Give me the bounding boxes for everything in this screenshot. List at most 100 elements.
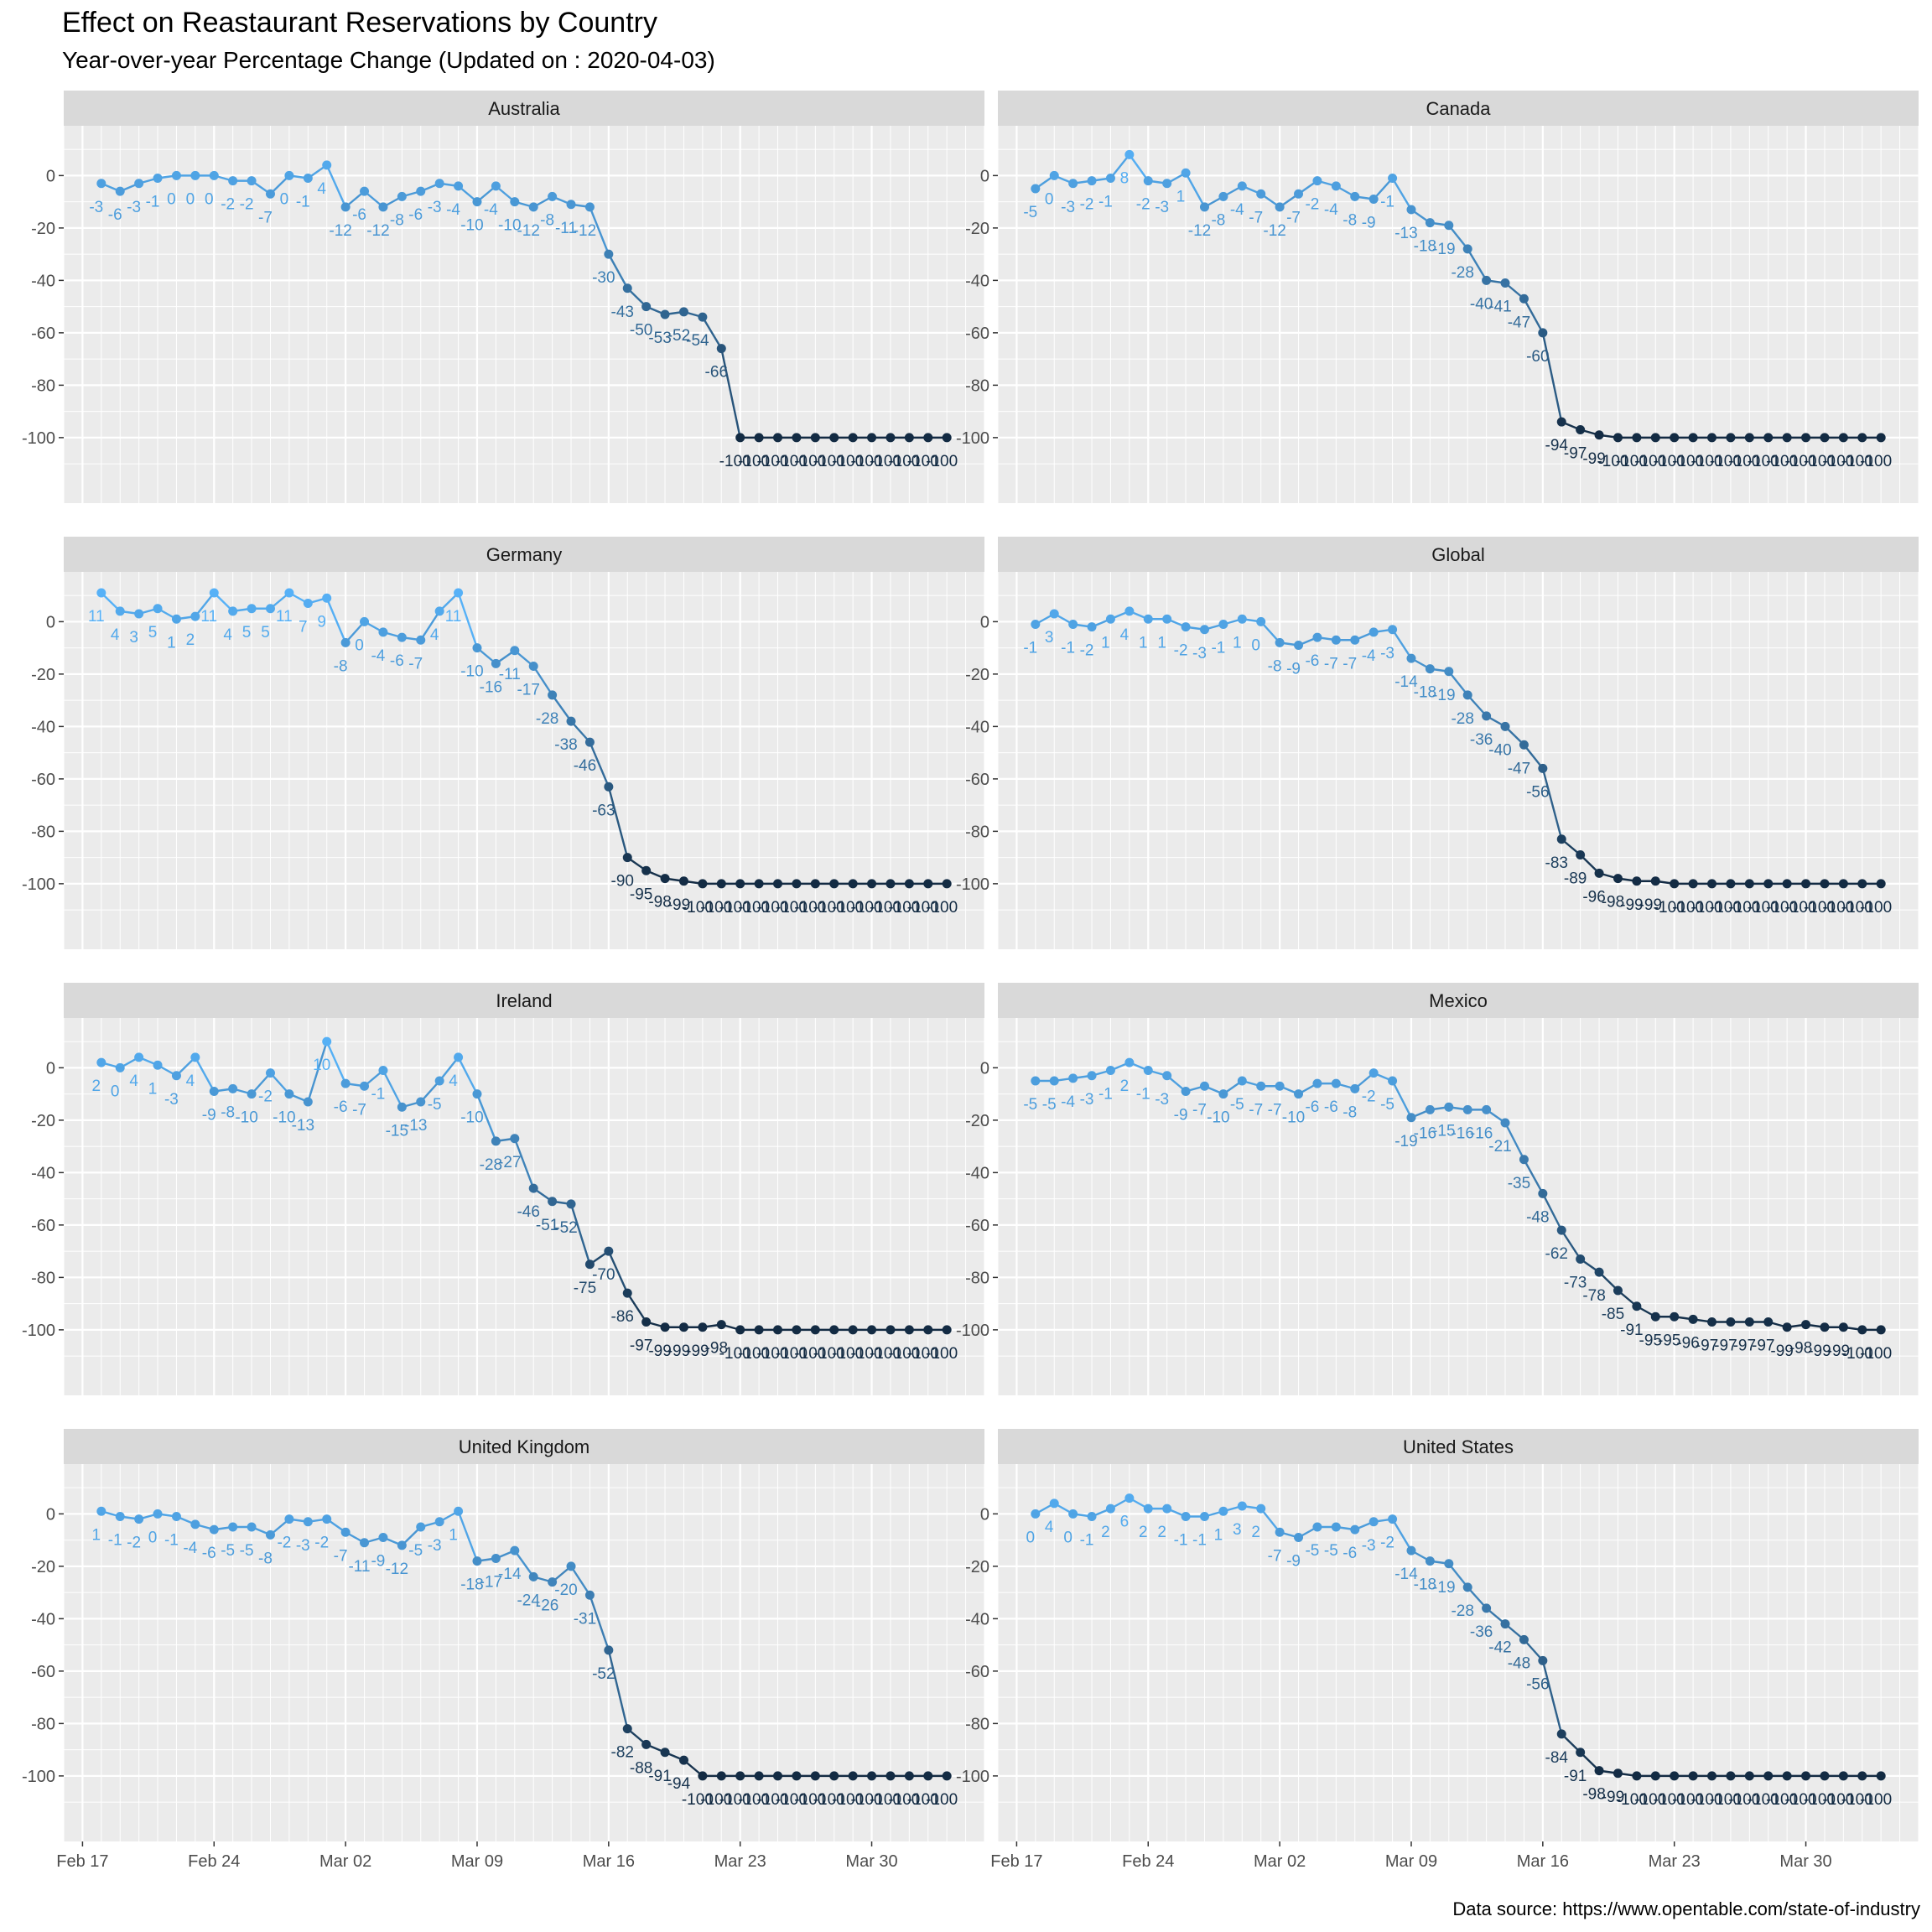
series-line-segment	[589, 206, 610, 255]
data-point	[1594, 430, 1604, 440]
data-point	[1237, 181, 1247, 191]
data-label: -8	[1268, 657, 1282, 675]
data-point	[360, 1538, 370, 1548]
data-point	[472, 197, 482, 207]
data-label: -85	[1602, 1306, 1624, 1323]
data-label: -2	[258, 1088, 273, 1106]
data-label: -100	[1785, 453, 1817, 470]
data-label: -2	[1305, 196, 1319, 214]
data-label: -100	[682, 899, 714, 917]
data-label: -99	[1620, 896, 1643, 914]
data-point	[454, 1506, 464, 1516]
facet-strip	[998, 983, 1919, 1018]
data-point	[1031, 1076, 1041, 1086]
y-tick-label: -40	[31, 1610, 55, 1628]
data-point	[641, 865, 652, 875]
data-point	[472, 643, 482, 653]
data-point	[1538, 328, 1548, 338]
data-point	[886, 879, 896, 889]
data-source-caption: Data source: https://www.opentable.com/s…	[1452, 1898, 1920, 1919]
data-label: -5	[1023, 1096, 1037, 1114]
data-label: -3	[1362, 1537, 1376, 1555]
facet-strip	[998, 91, 1919, 126]
data-point	[115, 1512, 125, 1521]
data-point	[1838, 879, 1848, 889]
data-point	[510, 1134, 520, 1144]
x-tick-label: Mar 09	[1385, 1852, 1437, 1871]
data-label: -1	[146, 194, 160, 211]
data-point	[1707, 879, 1717, 889]
series-line-segment	[382, 1069, 403, 1108]
data-label: -98	[1789, 1340, 1812, 1358]
data-point	[1105, 174, 1115, 183]
data-point	[716, 879, 726, 889]
data-point	[810, 1771, 820, 1781]
data-point	[360, 616, 370, 626]
data-point	[510, 1545, 520, 1555]
data-label: -100	[832, 453, 864, 470]
data-point	[1143, 1504, 1153, 1514]
data-point	[153, 174, 163, 183]
series-line-segment	[1447, 1563, 1469, 1588]
y-tick-label: 0	[46, 1059, 55, 1078]
y-tick-label: -80	[31, 377, 55, 395]
data-label: 3	[1233, 1521, 1242, 1539]
data-label: 5	[242, 624, 252, 641]
data-label: -100	[719, 1345, 751, 1363]
data-point	[340, 1078, 351, 1088]
x-tick-label: Mar 16	[583, 1852, 635, 1871]
data-point	[1388, 174, 1398, 183]
data-label: -100	[888, 899, 920, 917]
data-point	[171, 170, 181, 180]
data-point	[472, 1089, 482, 1099]
data-point	[528, 202, 538, 212]
data-point	[1744, 433, 1754, 443]
data-point	[1688, 1771, 1698, 1781]
data-label: -24	[517, 1592, 540, 1609]
data-point	[622, 1724, 632, 1734]
data-point	[1388, 625, 1398, 635]
data-point	[1162, 179, 1172, 189]
data-label: -7	[1268, 1101, 1282, 1119]
data-point	[1388, 1514, 1398, 1524]
data-point	[1744, 1771, 1754, 1781]
data-label: -10	[235, 1109, 257, 1127]
data-label: 1	[1101, 634, 1110, 652]
x-tick-label: Mar 16	[1517, 1852, 1569, 1871]
data-point	[1556, 834, 1566, 844]
data-label: -3	[127, 199, 141, 216]
data-label: -100	[907, 1791, 939, 1809]
data-label: -1	[371, 1086, 385, 1104]
y-tick-label: -60	[965, 1217, 989, 1235]
data-label: 4	[317, 180, 326, 198]
data-label: -100	[813, 1345, 845, 1363]
data-label: -100	[926, 1791, 958, 1809]
data-label: -9	[202, 1107, 216, 1124]
data-point	[1688, 879, 1698, 889]
series-line-segment	[475, 1093, 497, 1142]
data-point	[322, 1036, 332, 1046]
y-tick-label: 0	[980, 1059, 989, 1078]
data-label: -95	[630, 886, 652, 903]
series-line-segment	[1128, 153, 1150, 182]
data-label: -5	[408, 1542, 423, 1560]
data-point	[1462, 1104, 1472, 1114]
y-tick-label: -20	[965, 1112, 989, 1130]
data-point	[942, 1325, 952, 1335]
data-label: -100	[1841, 453, 1873, 470]
data-point	[660, 874, 670, 884]
x-tick-label: Feb 24	[188, 1852, 240, 1871]
data-point	[190, 1519, 200, 1530]
data-label: -2	[221, 196, 235, 214]
series-line-segment	[1504, 1122, 1525, 1161]
data-point	[190, 1052, 200, 1062]
data-point	[1613, 1768, 1623, 1779]
data-label: 2	[1139, 1524, 1148, 1541]
data-label: -10	[460, 217, 483, 235]
data-point	[1218, 1089, 1228, 1099]
data-point	[867, 1771, 877, 1781]
data-point	[1294, 1533, 1304, 1542]
data-label: -6	[408, 206, 423, 224]
data-point	[1368, 1068, 1379, 1078]
